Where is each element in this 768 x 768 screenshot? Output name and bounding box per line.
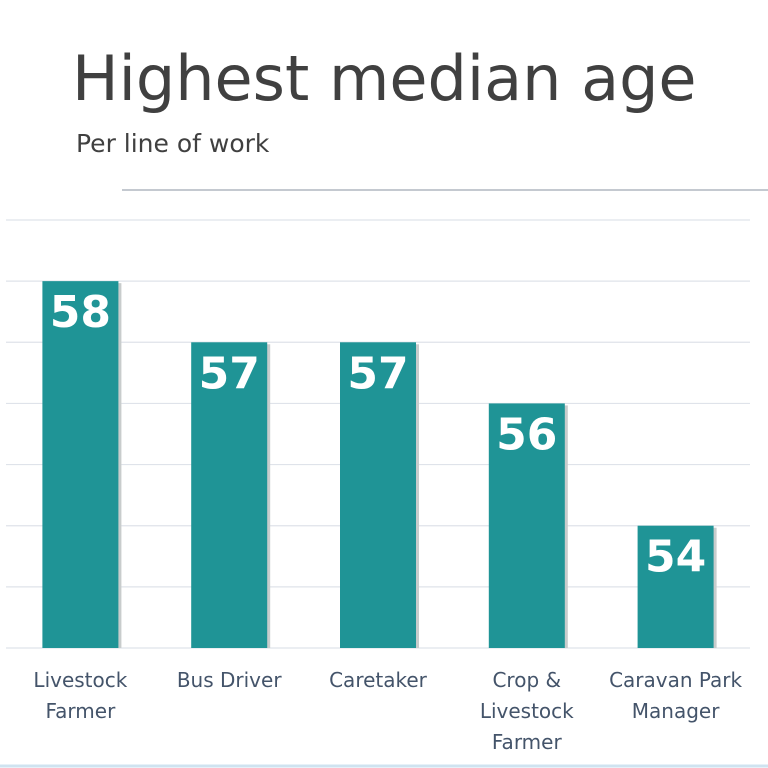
chart-title: Highest median age <box>72 42 697 115</box>
bar <box>191 342 268 648</box>
x-tick-label: Caravan Park Manager <box>609 668 743 723</box>
bar <box>637 525 714 648</box>
value-label: 56 <box>496 409 557 460</box>
x-tick-label: Livestock Farmer <box>33 668 128 723</box>
x-tick-label: Bus Driver <box>176 668 282 692</box>
value-label: 54 <box>645 532 706 583</box>
value-label: 57 <box>199 348 260 399</box>
value-label: 57 <box>347 348 408 399</box>
bar <box>42 281 119 648</box>
bar <box>488 403 565 648</box>
x-tick-label: Crop & Livestock Farmer <box>479 668 574 754</box>
bar <box>340 342 416 648</box>
chart-subtitle: Per line of work <box>76 129 270 158</box>
x-tick-label: Caretaker <box>329 668 427 692</box>
value-label: 58 <box>50 287 111 338</box>
